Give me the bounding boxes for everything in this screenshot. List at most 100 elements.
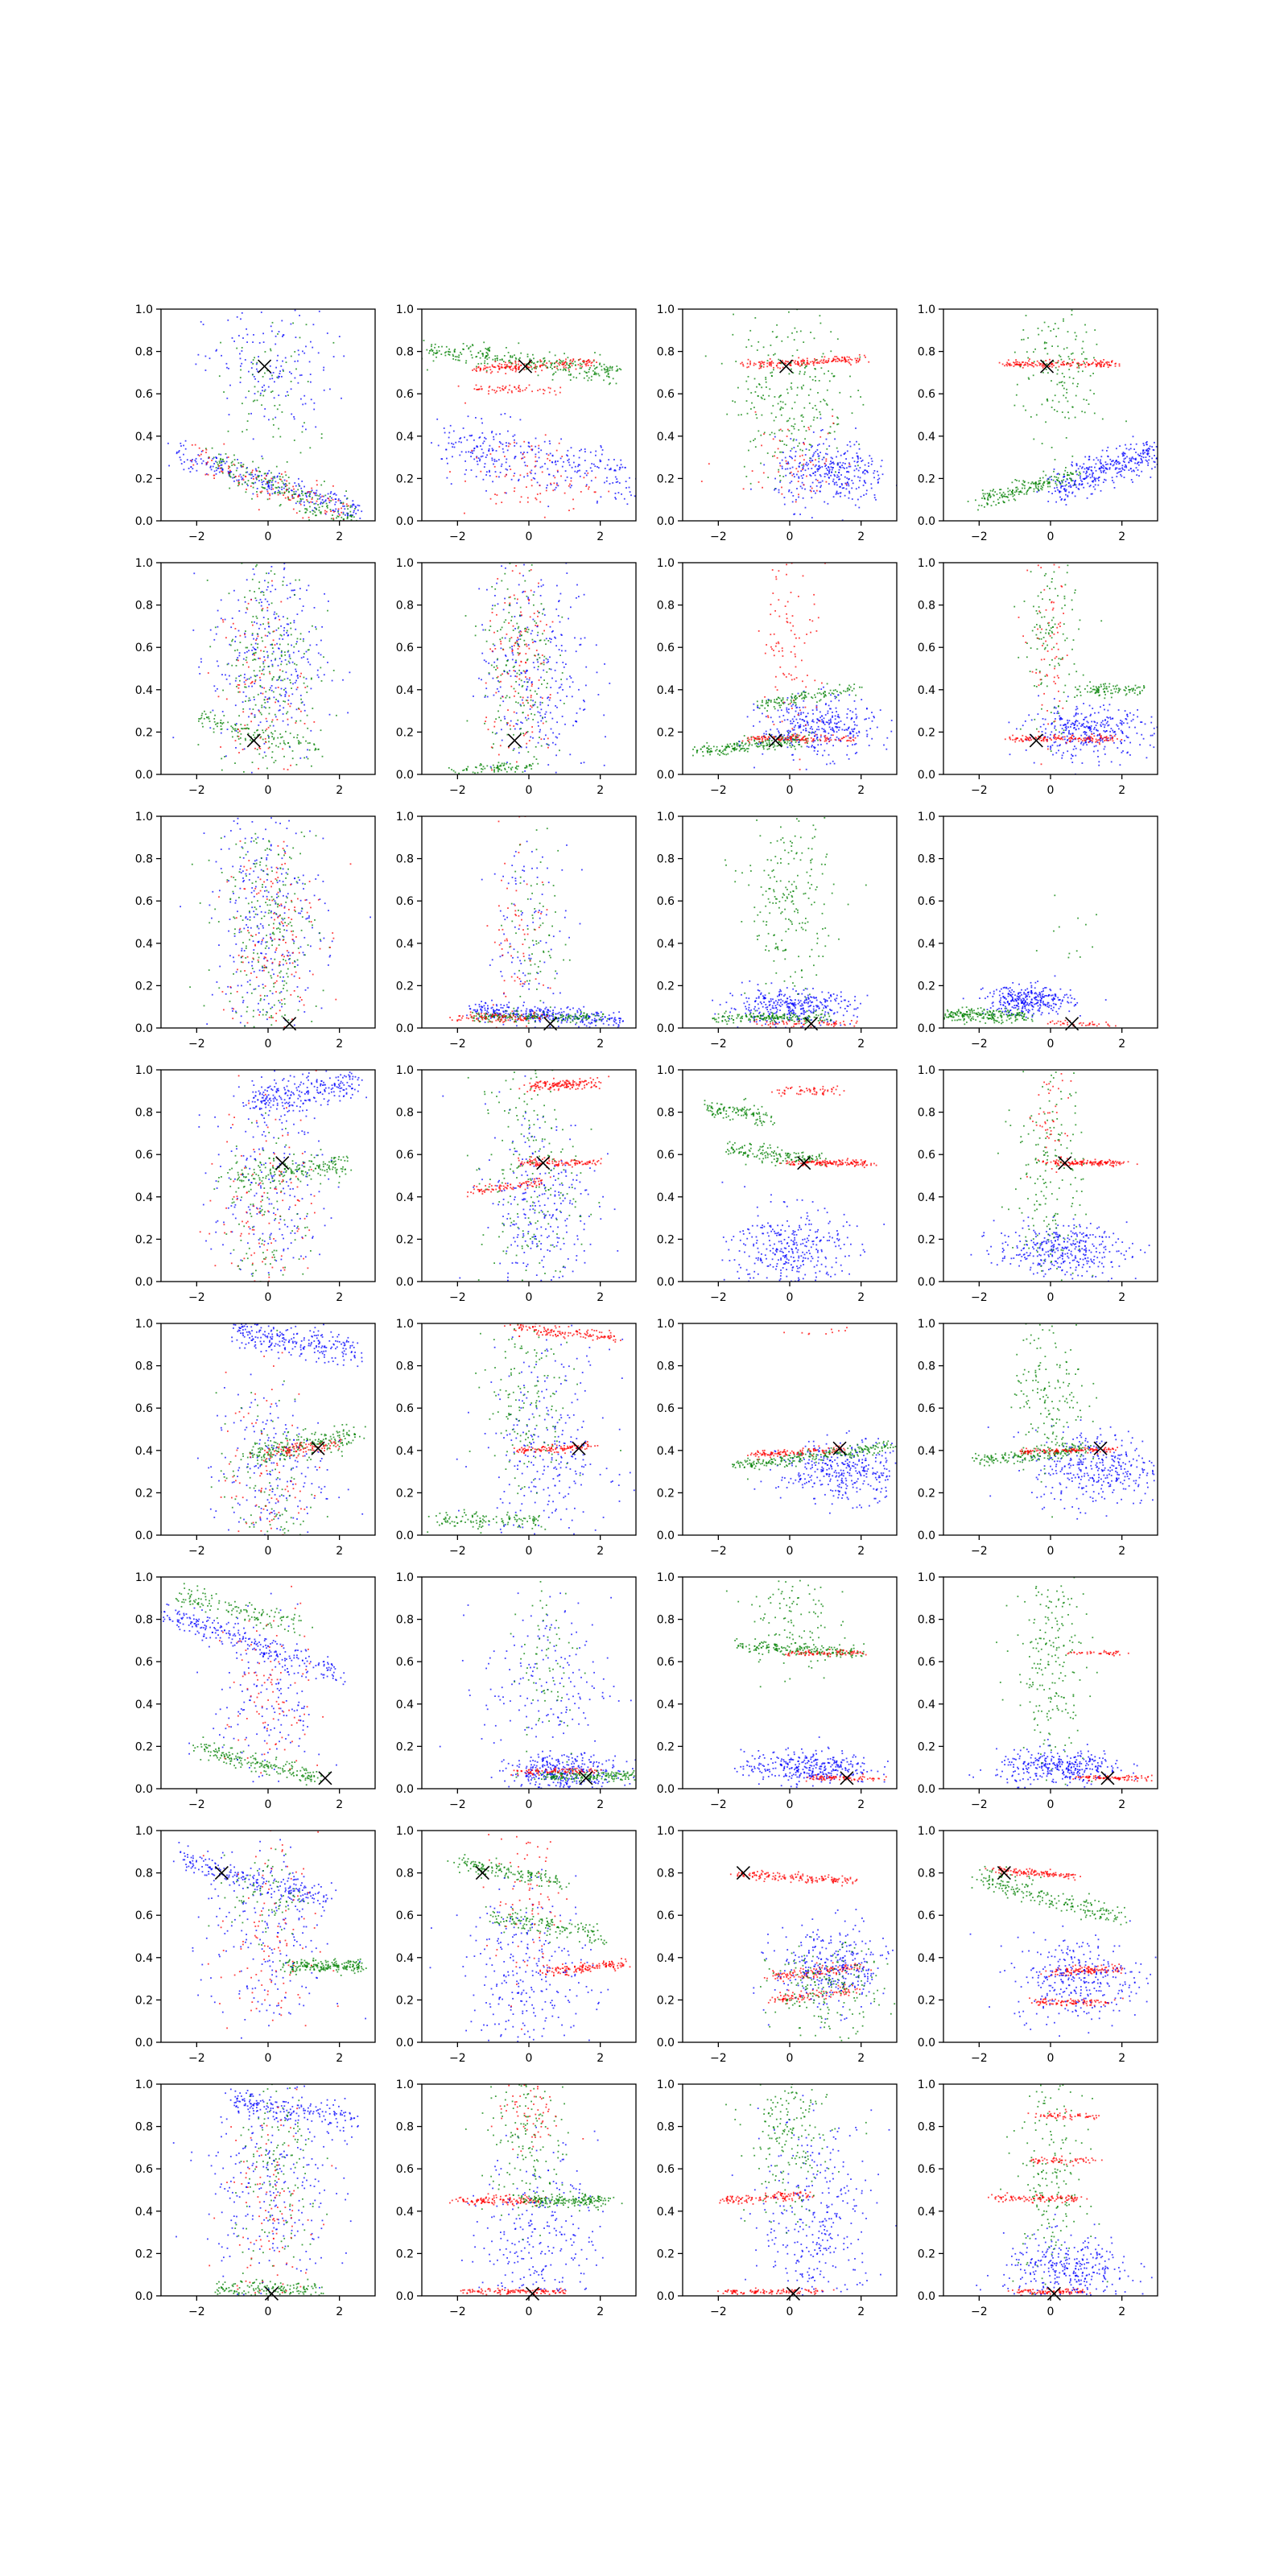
point [1006,361,1009,364]
point [271,321,274,324]
point [777,402,779,405]
point [254,679,257,681]
point [1015,489,1018,491]
point [781,430,783,432]
point [842,462,844,464]
point [283,768,285,770]
point [329,509,332,510]
point [293,488,295,490]
point [1055,366,1057,369]
point [1033,365,1034,368]
point [816,468,819,470]
point [522,702,524,704]
point [254,732,256,733]
point [482,442,484,444]
point [532,719,535,720]
point [277,700,279,703]
point [842,466,844,469]
point [1093,393,1095,394]
point [239,743,242,745]
point [1035,482,1038,485]
point [616,464,618,467]
point [537,654,539,656]
point [258,356,259,357]
point [257,643,259,645]
point [252,460,254,463]
point [525,700,527,701]
point [523,476,525,478]
point [433,352,435,354]
point [489,766,492,768]
point [320,729,322,732]
point [1075,484,1077,486]
y-tick-label: 1.0 [657,303,675,316]
point [516,639,518,642]
point [345,503,348,506]
point [1106,468,1108,470]
point [532,362,535,365]
point [246,724,249,726]
point [519,614,521,617]
point [305,428,307,431]
point [303,504,305,506]
point [255,639,257,641]
point [533,613,535,614]
point [535,758,538,760]
point [1107,463,1108,465]
point [758,383,760,385]
point [546,662,548,664]
point [287,643,289,646]
point [552,489,555,492]
point [785,360,786,362]
point [813,416,815,419]
point [797,363,799,365]
point [534,465,536,468]
point [332,511,335,513]
point [501,565,502,568]
point [803,464,805,467]
point [1124,452,1126,455]
point [347,513,349,514]
point [283,700,285,702]
point [534,477,536,480]
point [530,706,533,708]
point [1014,479,1017,481]
point [844,357,846,360]
point [528,384,530,386]
point [792,426,795,427]
point [509,696,510,699]
point [1146,450,1149,452]
point [818,380,820,382]
point [1015,394,1018,396]
point [499,359,502,361]
point [771,331,774,332]
point [277,486,279,488]
point [287,700,290,701]
point [332,518,335,521]
point [448,353,450,355]
point [487,349,489,352]
point [480,362,482,365]
cluster-green-2 [197,563,337,773]
point [795,360,797,362]
point [780,407,782,408]
point [483,367,485,369]
point [546,624,547,625]
point [482,369,485,371]
point [831,361,833,362]
point [581,365,584,368]
point [246,467,248,469]
point [241,728,242,729]
point [436,352,438,354]
point [559,362,561,365]
point [732,333,734,336]
point [279,490,281,493]
point [1064,416,1066,419]
point [242,431,243,433]
point [838,358,840,360]
point [263,384,265,386]
point [484,362,485,365]
point [628,486,630,489]
point [505,492,507,494]
